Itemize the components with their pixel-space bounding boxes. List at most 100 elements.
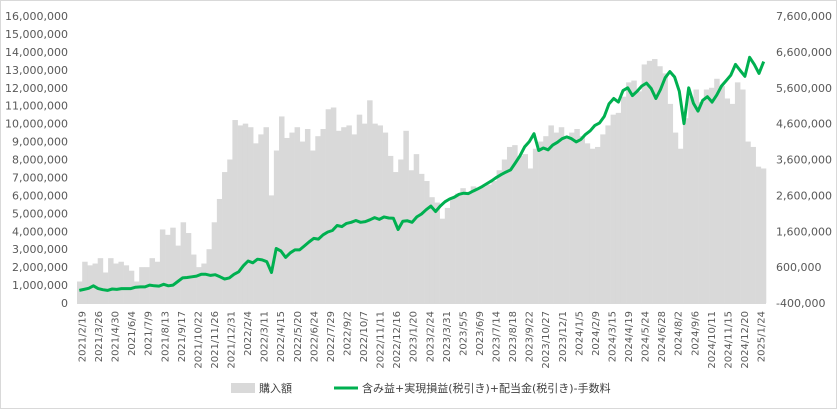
x-tick-label: 2021/4/30 bbox=[111, 311, 122, 362]
bar bbox=[289, 132, 295, 303]
bar bbox=[506, 146, 513, 303]
bar bbox=[299, 141, 306, 303]
x-tick-label: 2023/3/31 bbox=[442, 311, 453, 362]
bar bbox=[631, 80, 637, 303]
bar bbox=[413, 154, 420, 303]
bar bbox=[232, 120, 238, 303]
bar bbox=[356, 114, 363, 303]
bar bbox=[538, 141, 544, 303]
bar bbox=[558, 127, 565, 304]
bar bbox=[455, 193, 461, 303]
bar bbox=[553, 132, 560, 303]
x-tick-label: 2023/9/22 bbox=[525, 311, 536, 362]
bar bbox=[429, 197, 435, 303]
bar bbox=[325, 109, 332, 304]
bar bbox=[165, 234, 171, 303]
legend-label-purchase-amount: 購入額 bbox=[259, 381, 292, 395]
bar bbox=[760, 168, 767, 303]
x-tick-label: 2024/9/6 bbox=[690, 311, 701, 356]
x-tick-label: 2022/9/2 bbox=[343, 311, 354, 356]
bar bbox=[569, 132, 575, 303]
bar bbox=[729, 103, 736, 303]
legend: 購入額 含み益+実現損益(税引き)+配当金(税引き)-手数料 bbox=[231, 381, 611, 395]
bar bbox=[512, 145, 518, 303]
x-tick-label: 2022/12/16 bbox=[392, 311, 403, 369]
bar bbox=[263, 127, 269, 304]
bar bbox=[330, 107, 337, 303]
x-tick-label: 2023/7/14 bbox=[492, 311, 503, 362]
bar bbox=[589, 148, 596, 303]
bar bbox=[667, 103, 674, 303]
right-tick-label: 5,600,000 bbox=[776, 82, 832, 95]
bar bbox=[185, 233, 192, 303]
bar bbox=[434, 202, 440, 303]
bar bbox=[486, 184, 492, 303]
bar bbox=[403, 130, 409, 303]
x-tick-label: 2022/4/15 bbox=[276, 311, 287, 362]
left-tick-label: 6,000,000 bbox=[12, 189, 68, 202]
x-tick-label: 2024/3/15 bbox=[608, 311, 619, 362]
bar bbox=[372, 123, 378, 304]
x-tick-label: 2021/8/13 bbox=[160, 311, 171, 362]
bar bbox=[517, 155, 523, 303]
bar bbox=[740, 89, 746, 303]
left-tick-label: 10,000,000 bbox=[5, 118, 68, 131]
x-axis: 2021/2/19 2021/3/26 2021/4/30 2021/6/4 2021/… bbox=[77, 303, 768, 369]
bar bbox=[139, 267, 145, 304]
bar bbox=[247, 127, 254, 304]
bar bbox=[439, 218, 446, 303]
bar bbox=[527, 168, 534, 303]
x-tick-label: 2023/1/20 bbox=[409, 311, 420, 362]
bar bbox=[346, 125, 352, 303]
x-tick-label: 2025/1/24 bbox=[757, 311, 768, 362]
bar bbox=[196, 267, 202, 304]
left-tick-label: 0 bbox=[61, 297, 68, 310]
x-tick-label: 2024/5/24 bbox=[641, 311, 652, 362]
x-tick-label: 2022/6/24 bbox=[309, 311, 320, 362]
bar bbox=[652, 59, 658, 303]
x-tick-label: 2024/12/20 bbox=[740, 311, 751, 369]
bar bbox=[543, 136, 549, 303]
x-tick-label: 2022/3/11 bbox=[260, 311, 271, 362]
bar bbox=[393, 172, 399, 303]
bar bbox=[367, 100, 373, 303]
left-tick-label: 14,000,000 bbox=[5, 46, 68, 59]
x-tick-label: 2021/11/26 bbox=[210, 311, 221, 369]
left-tick-label: 7,000,000 bbox=[12, 171, 68, 184]
bar bbox=[677, 148, 684, 303]
right-tick-label: 600,000 bbox=[776, 261, 822, 274]
bar bbox=[688, 96, 694, 303]
left-tick-label: 13,000,000 bbox=[5, 64, 68, 77]
bar bbox=[418, 173, 425, 303]
x-tick-label: 2021/9/17 bbox=[177, 311, 188, 362]
bar bbox=[361, 123, 368, 304]
left-tick-label: 3,000,000 bbox=[12, 243, 68, 256]
x-tick-label: 2023/6/9 bbox=[475, 311, 486, 356]
bar bbox=[522, 154, 528, 303]
bar bbox=[465, 191, 472, 303]
bar bbox=[87, 265, 93, 303]
bar bbox=[714, 78, 720, 303]
bar bbox=[387, 155, 394, 303]
bar bbox=[600, 134, 606, 303]
bar bbox=[242, 123, 249, 304]
x-tick-label: 2021/10/22 bbox=[193, 311, 204, 369]
x-tick-label: 2021/2/19 bbox=[78, 311, 89, 362]
bar bbox=[662, 73, 668, 304]
bar bbox=[304, 129, 311, 303]
left-tick-label: 5,000,000 bbox=[12, 207, 68, 220]
bar bbox=[398, 159, 404, 303]
bar bbox=[491, 181, 497, 303]
bar bbox=[320, 129, 326, 303]
bar bbox=[123, 265, 130, 303]
right-tick-label: 3,600,000 bbox=[776, 154, 832, 167]
bar bbox=[108, 258, 114, 303]
x-tick-label: 2024/1/5 bbox=[574, 311, 585, 356]
x-tick-label: 2022/2/4 bbox=[243, 311, 254, 356]
x-tick-label: 2023/5/5 bbox=[458, 311, 469, 356]
left-tick-label: 11,000,000 bbox=[5, 100, 68, 113]
x-tick-label: 2024/11/15 bbox=[723, 311, 734, 369]
x-tick-label: 2021/7/9 bbox=[144, 311, 155, 356]
